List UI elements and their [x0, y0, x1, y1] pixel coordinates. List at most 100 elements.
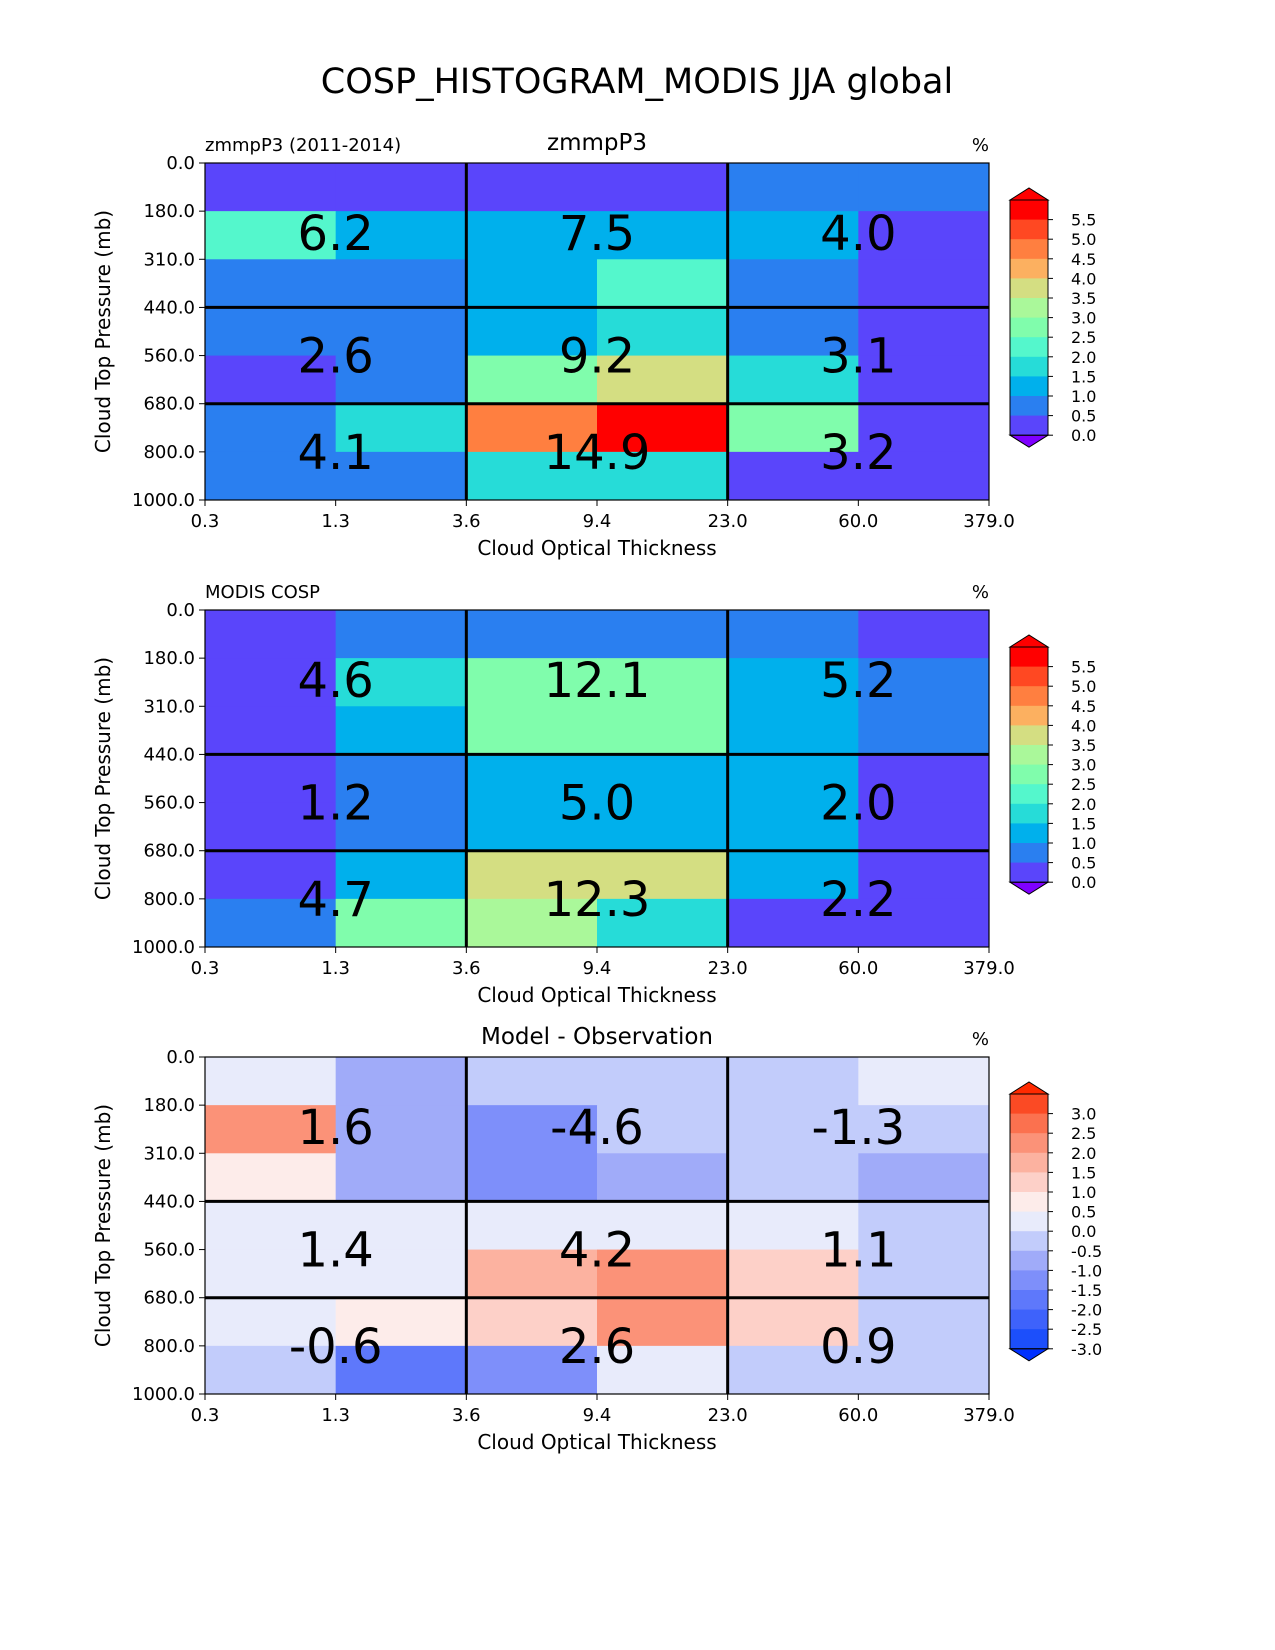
heatmap-cell: [597, 706, 729, 755]
heatmap-cell: [858, 850, 990, 900]
y-tick-label: 560.0: [143, 346, 195, 367]
colorbar-segment: [1010, 396, 1048, 416]
colorbar-segment: [1010, 337, 1048, 358]
x-tick-label: 1.3: [321, 958, 350, 979]
heatmap-cell: [466, 307, 598, 357]
colorbar-tick-label: 1.5: [1071, 814, 1096, 833]
y-tick-label: 310.0: [143, 696, 195, 717]
box-total-label: -0.6: [289, 1319, 383, 1375]
heatmap-cell: [466, 1201, 598, 1251]
heatmap-cell: [858, 451, 990, 501]
heatmap-cell: [858, 706, 990, 755]
heatmap-cell: [727, 451, 859, 501]
colorbar-segment: [1010, 415, 1048, 436]
panel-center-label: zmmpP3: [547, 130, 647, 156]
heatmap-cell: [727, 1057, 859, 1106]
colorbar-tick-label: 3.5: [1071, 289, 1096, 308]
colorbar-segment: [1010, 1309, 1048, 1330]
heatmap-cell: [858, 211, 990, 260]
box-total-label: 2.6: [559, 1319, 635, 1375]
heatmap-cell: [858, 658, 990, 707]
colorbar-segment: [1010, 1270, 1048, 1291]
colorbar-extend-min: [1008, 434, 1050, 448]
colorbar-segment: [1010, 764, 1048, 785]
colorbar-tick-label: 0.0: [1071, 426, 1096, 445]
heatmap-cell: [335, 610, 467, 659]
box-total-label: 1.4: [297, 1223, 373, 1279]
x-tick-label: 379.0: [963, 511, 1015, 532]
box-total-label: 12.1: [544, 653, 651, 709]
heatmap-cell: [335, 355, 467, 405]
x-tick-label: 1.3: [321, 511, 350, 532]
box-total-label: 0.9: [820, 1319, 896, 1375]
box-total-label: 2.6: [297, 329, 373, 385]
box-total-label: 5.0: [559, 776, 635, 832]
x-axis-label: Cloud Optical Thickness: [477, 983, 716, 1007]
heatmap-cell: [727, 1249, 859, 1299]
x-tick-label: 23.0: [708, 1405, 748, 1426]
colorbar-tick-label: 4.0: [1071, 716, 1096, 735]
colorbar-tick-label: -0.5: [1071, 1242, 1102, 1261]
x-tick-label: 379.0: [963, 958, 1015, 979]
y-tick-label: 1000.0: [132, 490, 195, 511]
colorbar-segment: [1010, 317, 1048, 338]
heatmap-cell: [597, 1105, 729, 1154]
heatmap-cell: [858, 1105, 990, 1154]
colorbar-segment: [1010, 298, 1048, 318]
heatmap-cell: [335, 1153, 467, 1202]
heatmap-cell: [466, 1297, 598, 1347]
heatmap-cell: [466, 1057, 598, 1106]
heatmap-cell: [205, 898, 337, 948]
colorbar-tick-label: 4.5: [1071, 250, 1096, 269]
heatmap-cell: [727, 1153, 859, 1202]
colorbar-extend-max: [1008, 634, 1050, 648]
heatmap-cell: [335, 451, 467, 501]
heatmap-cell: [727, 706, 859, 755]
units-label: %: [972, 1029, 989, 1050]
panel-left-label: MODIS COSP: [205, 582, 320, 603]
heatmap-cell: [335, 1201, 467, 1251]
heatmap-cell: [858, 1297, 990, 1347]
heatmap-cell: [858, 802, 990, 852]
heatmap-cell: [205, 1249, 337, 1299]
colorbar: 3.02.52.01.51.00.50.0-0.5-1.0-1.5-2.0-2.…: [1008, 1081, 1102, 1362]
panel-1: 6.2 7.5 4.0 2.6 9.2 3.1 4.1 14.9 3.2 0.3 1.3 3.6 9.4…: [91, 130, 1096, 560]
colorbar-segment: [1010, 1094, 1048, 1114]
heatmap-cell: [466, 451, 598, 501]
y-tick-label: 680.0: [143, 841, 195, 862]
panel-2: 4.6 12.1 5.2 1.2 5.0 2.0 4.7 12.3 2.2 0.3 1.3 3.6 9.…: [91, 582, 1096, 1007]
colorbar-tick-label: -1.0: [1071, 1261, 1102, 1280]
colorbar-segment: [1010, 1329, 1048, 1350]
heatmap-cell: [858, 610, 990, 659]
colorbar-tick-label: -1.5: [1071, 1281, 1102, 1300]
x-tick-label: 9.4: [583, 1405, 612, 1426]
box-total-label: 9.2: [559, 329, 635, 385]
heatmap-cell: [466, 1153, 598, 1202]
colorbar: 5.55.04.54.03.53.02.52.01.51.00.50.0: [1008, 187, 1096, 448]
colorbar-segment: [1010, 376, 1048, 397]
heatmap-cell: [597, 1249, 729, 1299]
y-tick-label: 310.0: [143, 249, 195, 270]
heatmap-cell: [727, 1201, 859, 1251]
colorbar-extend-min: [1008, 1348, 1050, 1362]
heatmap-cell: [466, 403, 598, 453]
colorbar-segment: [1010, 1172, 1048, 1193]
colorbar-tick-label: 4.0: [1071, 269, 1096, 288]
colorbar-segment: [1010, 1250, 1048, 1271]
colorbar: 5.55.04.54.03.53.02.52.01.51.00.50.0: [1008, 634, 1096, 895]
heatmap-cell: [335, 898, 467, 948]
y-tick-label: 440.0: [143, 1191, 195, 1212]
colorbar-segment: [1010, 278, 1048, 299]
y-tick-label: 180.0: [143, 648, 195, 669]
heatmap-cell: [727, 898, 859, 948]
heatmap-cell: [205, 610, 337, 659]
box-total-label: 7.5: [559, 206, 635, 262]
y-tick-label: 0.0: [166, 1047, 195, 1068]
x-tick-label: 23.0: [708, 511, 748, 532]
x-tick-label: 3.6: [452, 1405, 481, 1426]
colorbar-segment: [1010, 1231, 1048, 1252]
heatmap-cell: [727, 211, 859, 260]
box-total-label: -4.6: [550, 1100, 644, 1156]
heatmap-cell: [727, 850, 859, 900]
